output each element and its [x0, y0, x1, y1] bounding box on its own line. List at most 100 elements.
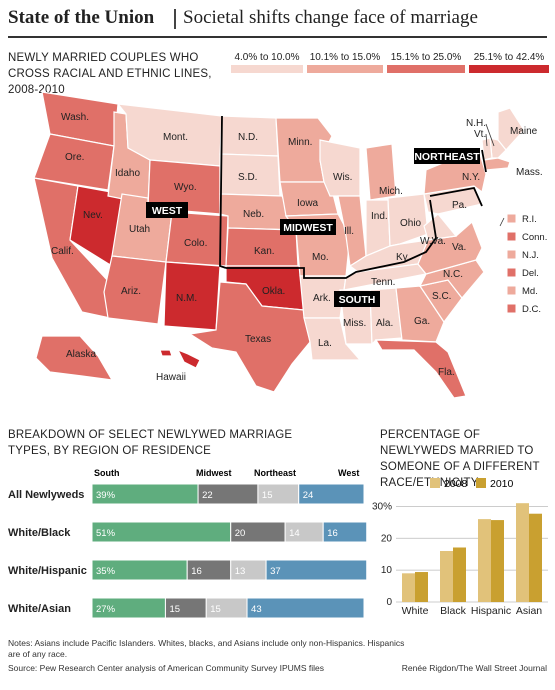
legend-swatch: [307, 65, 383, 73]
state-texas: [188, 281, 311, 393]
state-label: Ohio: [400, 218, 422, 229]
state-label: Fla.: [438, 367, 455, 378]
state-florida: [374, 339, 467, 399]
breakdown-chart: South Midwest Northeast West All Newlywe…: [8, 468, 368, 619]
row-label-0: All Newlyweds: [8, 489, 84, 501]
segment-label: 51%: [96, 528, 116, 539]
state-label: Okla.: [262, 286, 285, 297]
small-state-label: D.C.: [522, 304, 541, 315]
state-label: Ark.: [313, 293, 331, 304]
legend-label-2010: 2010: [490, 478, 514, 490]
state-label: Pa.: [452, 200, 467, 211]
region-tag-northeast: NORTHEAST: [414, 151, 480, 163]
segment-label: 27%: [96, 604, 116, 615]
map-legend-item-3: 15.1% to 25.0%: [387, 52, 465, 73]
row-label-1: White/Black: [8, 527, 71, 539]
small-state-nj-swatch: [506, 249, 517, 260]
state-label: La.: [318, 338, 332, 349]
region-tag-midwest-bg: [280, 219, 336, 235]
state-maine: [497, 107, 525, 151]
state-label: N.D.: [238, 132, 258, 143]
region-header-northeast: Northeast: [254, 468, 296, 478]
state-label: Mass.: [516, 167, 543, 178]
state-hawaii: [159, 348, 201, 369]
small-state-label: R.I.: [522, 214, 537, 225]
row-label-3: White/Asian: [8, 603, 71, 615]
bar-2008: [402, 573, 415, 602]
region-tag-west-bg: [146, 202, 188, 218]
page-subtitle: Societal shifts change face of marriage: [183, 7, 478, 28]
region-tag-south: SOUTH: [339, 294, 376, 306]
state-wisconsin: [319, 139, 361, 197]
legend-swatch: [231, 65, 303, 73]
state-arizona: [103, 255, 167, 325]
legend-swatch-2008: [430, 478, 440, 488]
bar-segment-west: [322, 521, 368, 543]
state-label: Ariz.: [121, 286, 141, 297]
state-label: N.Y.: [462, 172, 480, 183]
bar-segment-west: [265, 559, 368, 581]
region-tag-west: WEST: [152, 205, 183, 217]
y-tick-label: 10: [381, 565, 393, 576]
segment-label: 37: [270, 566, 281, 577]
state-label: Maine: [510, 126, 538, 137]
segment-label: 35%: [96, 566, 116, 577]
region-tag-northeast-bg: [414, 148, 480, 164]
y-tick-label: 20: [381, 533, 393, 544]
state-label: Ala.: [376, 318, 393, 329]
breakdown-title: BREAKDOWN OF SELECT NEWLYWED MARRIAGE TY…: [8, 429, 293, 457]
small-state-dc-swatch: [506, 303, 517, 314]
page-title: State of the Union: [8, 7, 155, 28]
state-label: Wash.: [61, 112, 89, 123]
state-label: W.Va.: [420, 236, 446, 247]
state-label: Alaska: [66, 349, 96, 360]
segment-label: 43: [251, 604, 262, 615]
x-tick-label: Black: [440, 605, 466, 617]
segment-label: 39%: [96, 490, 116, 501]
state-label: N.H.: [466, 118, 486, 129]
segment-label: 16: [191, 566, 202, 577]
state-label: Idaho: [115, 168, 140, 179]
legend-label: 15.1% to 25.0%: [390, 52, 462, 63]
bar-2008: [478, 519, 491, 602]
state-label: Iowa: [297, 198, 319, 209]
state-label: Mont.: [163, 132, 188, 143]
header: State of the Union Societal shifts chang…: [0, 0, 555, 40]
state-label: Ill.: [344, 226, 354, 237]
bar-2010: [491, 520, 504, 602]
state-oregon: [33, 133, 115, 191]
state-massachusetts: [483, 157, 511, 171]
region-header-midwest: Midwest: [196, 468, 232, 478]
state-label: Wyo.: [174, 182, 197, 193]
segment-label: 16: [327, 528, 338, 539]
percentage-chart: 2008 2010 0 10 20 30% White Black Hispanic Asi…: [372, 478, 548, 617]
small-state-del-swatch: [506, 267, 517, 278]
small-state-label: Md.: [522, 286, 538, 297]
map-legend-item-4: 25.1% to 42.4%: [469, 52, 549, 73]
state-label: Mo.: [312, 252, 329, 263]
small-state-label: Conn.: [522, 232, 547, 243]
bar-2008: [516, 503, 529, 602]
region-boundaries: [219, 115, 487, 279]
map-legend-item-2: 10.1% to 15.0%: [307, 52, 383, 73]
title-separator: [174, 9, 176, 29]
credit: Renée Rigdon/The Wall Street Journal: [401, 663, 547, 673]
state-label: Ga.: [414, 316, 430, 327]
small-state-label: N.J.: [522, 250, 539, 261]
bar-2008: [440, 551, 453, 602]
legend-swatch: [469, 65, 549, 73]
source: Source: Pew Research Center analysis of …: [8, 663, 325, 673]
state-michigan: [365, 143, 397, 201]
legend-swatch-2010: [476, 478, 486, 488]
state-label: Colo.: [184, 238, 207, 249]
segment-label: 22: [202, 490, 213, 501]
state-label: Minn.: [288, 137, 312, 148]
legend-swatch: [387, 65, 465, 73]
bar-2010: [415, 572, 428, 602]
bar-segment-west: [298, 483, 365, 505]
state-label: Utah: [129, 224, 150, 235]
state-label: Ky.: [396, 252, 410, 263]
state-label: Miss.: [343, 318, 366, 329]
legend-label: 25.1% to 42.4%: [473, 52, 545, 63]
state-label: Mich.: [379, 186, 403, 197]
